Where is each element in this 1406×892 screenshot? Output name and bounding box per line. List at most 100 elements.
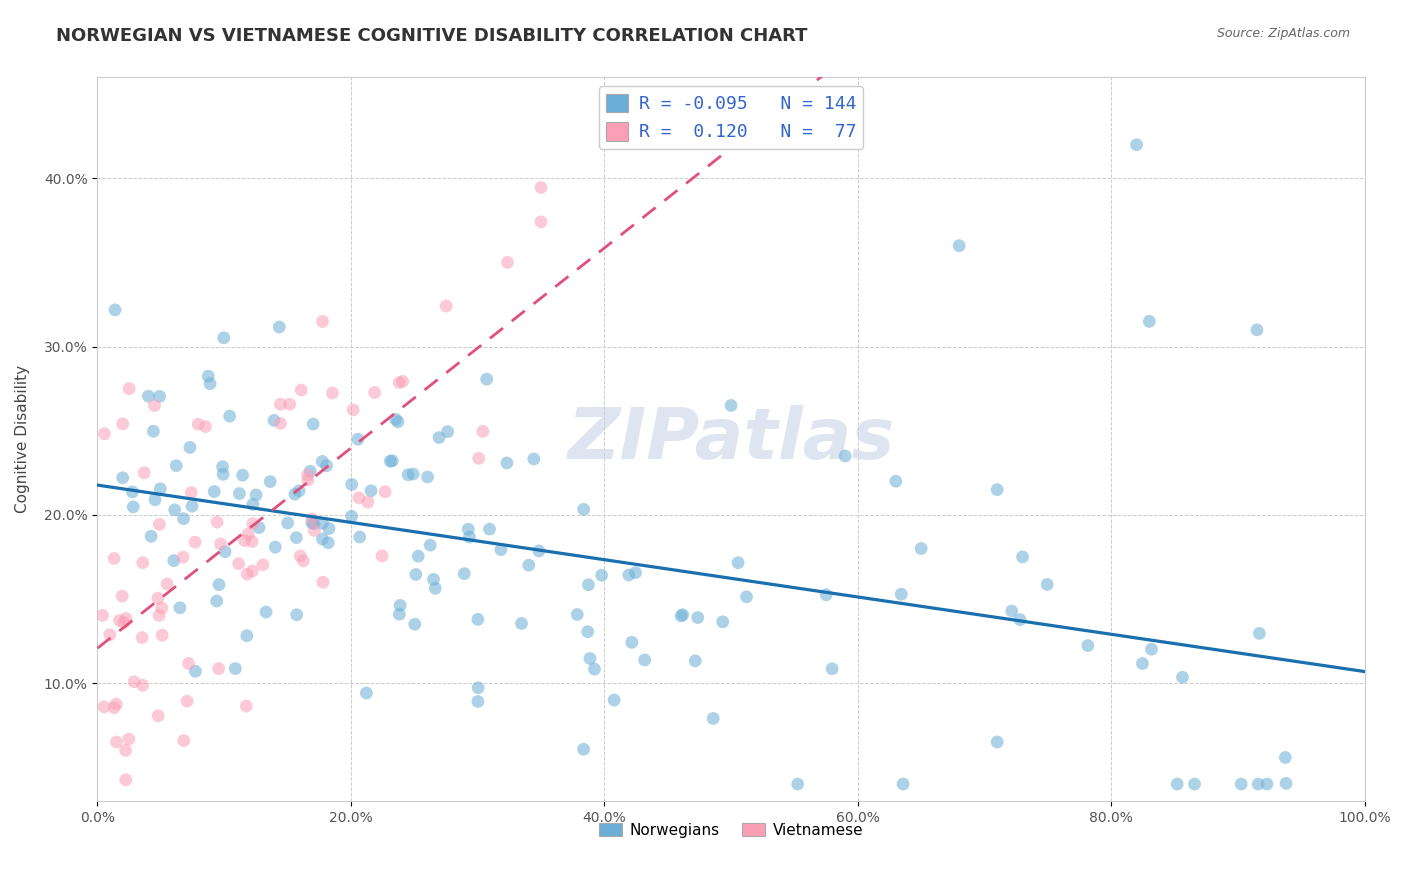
Point [321,386,343,401]
Point [910,541,932,556]
Point [489,542,512,557]
Point [360,483,382,498]
Point [132,556,155,570]
Point [208,577,231,591]
Point [302,417,325,431]
Text: NORWEGIAN VS VIETNAMESE COGNITIVE DISABILITY CORRELATION CHART: NORWEGIAN VS VIETNAMESE COGNITIVE DISABI… [56,27,807,45]
Point [356,686,378,700]
Point [173,512,195,526]
Point [702,711,724,725]
Point [235,699,257,714]
Point [245,488,267,502]
Legend: Norwegians, Vietnamese: Norwegians, Vietnamese [592,816,869,844]
Point [121,484,143,499]
Point [240,564,263,578]
Point [242,497,264,511]
Point [380,454,402,468]
Point [1001,604,1024,618]
Point [236,527,259,541]
Point [176,694,198,708]
Point [458,530,481,544]
Point [169,600,191,615]
Point [299,464,322,478]
Point [1249,626,1271,640]
Point [311,454,333,468]
Point [277,516,299,530]
Point [1246,323,1268,337]
Point [720,399,742,413]
Point [891,777,914,791]
Point [620,635,643,649]
Point [572,502,595,516]
Point [297,473,319,487]
Point [388,607,411,622]
Point [252,558,274,572]
Point [184,535,207,549]
Point [527,544,550,558]
Point [301,516,323,530]
Point [1171,670,1194,684]
Point [387,415,409,429]
Point [496,456,519,470]
Point [114,743,136,757]
Point [233,533,256,548]
Point [177,657,200,671]
Point [311,314,333,328]
Point [302,516,325,531]
Point [114,772,136,787]
Point [270,397,292,411]
Point [475,372,498,386]
Text: ZIPatlas: ZIPatlas [568,405,894,474]
Point [340,477,363,491]
Point [297,468,319,483]
Point [467,681,489,695]
Point [172,550,194,565]
Point [112,615,135,630]
Point [180,485,202,500]
Point [1230,777,1253,791]
Point [103,551,125,566]
Point [143,399,166,413]
Point [228,486,250,500]
Point [315,458,337,473]
Point [1166,777,1188,791]
Point [122,674,145,689]
Point [948,238,970,252]
Point [572,742,595,756]
Point [149,482,172,496]
Point [603,693,626,707]
Point [284,487,307,501]
Point [111,471,134,485]
Point [103,700,125,714]
Point [290,383,312,397]
Point [236,629,259,643]
Point [205,515,228,529]
Point [422,573,444,587]
Point [264,540,287,554]
Point [288,483,311,498]
Point [436,425,458,439]
Point [197,369,219,384]
Point [576,624,599,639]
Point [304,524,326,538]
Point [371,549,394,563]
Point [316,535,339,549]
Point [735,590,758,604]
Point [1036,577,1059,591]
Point [184,665,207,679]
Point [396,467,419,482]
Point [269,320,291,334]
Point [815,588,838,602]
Point [591,568,613,582]
Point [384,412,406,426]
Point [523,452,546,467]
Point [425,582,447,596]
Point [254,605,277,619]
Point [453,566,475,581]
Point [218,409,240,424]
Point [163,503,186,517]
Point [290,549,312,563]
Point [211,459,233,474]
Point [347,432,370,446]
Point [198,376,221,391]
